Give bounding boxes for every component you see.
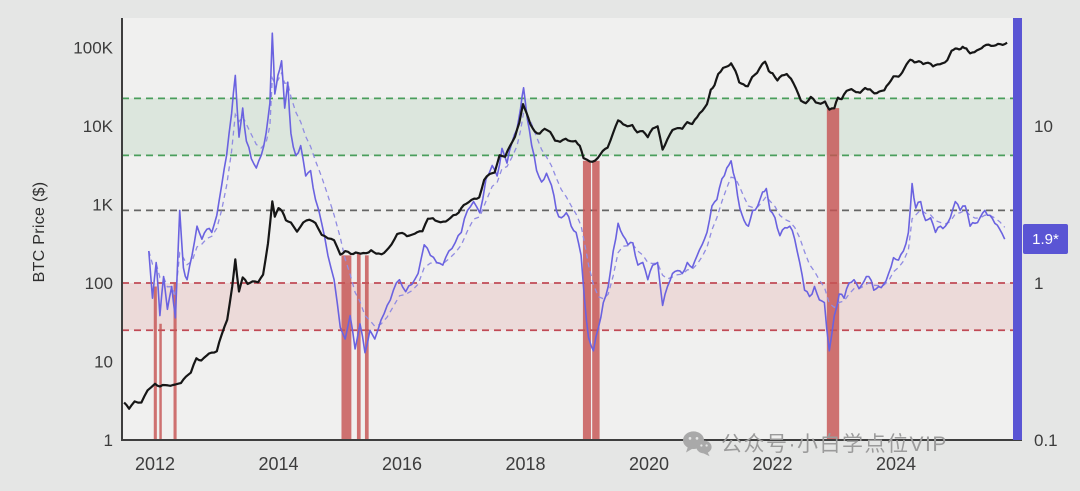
sell-zone-band <box>122 98 1013 156</box>
y-axis-title: BTC Price ($) <box>31 181 48 283</box>
left-axis-tick: 100 <box>85 274 113 293</box>
right-axis-tick: 10 <box>1034 117 1053 136</box>
x-axis-tick: 2024 <box>876 454 916 474</box>
left-axis-tick: 10K <box>83 117 114 136</box>
current-value-badge: 1.9* <box>1023 224 1068 255</box>
buy-zone-band <box>122 283 1013 331</box>
left-axis-tick: 100K <box>73 39 113 58</box>
indicator-line <box>148 32 1006 354</box>
x-axis-tick: 2018 <box>505 454 545 474</box>
signal-bar <box>341 255 352 440</box>
wechat-icon <box>683 430 712 456</box>
watermark-text: 公众号·小白学点位VIP <box>721 433 948 456</box>
signal-bar <box>592 160 600 440</box>
signal-bar <box>582 160 591 440</box>
right-axis-tick: 0.1 <box>1034 431 1058 450</box>
watermark: 公众号·小白学点位VIP <box>682 428 948 458</box>
signal-bar <box>826 108 840 440</box>
left-axis-tick: 10 <box>94 353 113 372</box>
x-axis-tick: 2022 <box>752 454 792 474</box>
series-group <box>123 32 1008 410</box>
x-axis-tick: 2020 <box>629 454 669 474</box>
signal-bar <box>356 253 361 440</box>
x-axis-tick: 2014 <box>258 454 298 474</box>
left-axis-tick: 1 <box>104 431 113 450</box>
signal-bar <box>173 283 177 440</box>
left-axis-tick: 1K <box>92 196 113 215</box>
right-axis-strip <box>1013 18 1022 440</box>
x-axis-tick: 2012 <box>135 454 175 474</box>
signal-bar <box>153 286 157 440</box>
right-axis-tick: 1 <box>1034 274 1043 293</box>
x-axis-tick: 2016 <box>382 454 422 474</box>
btc-price-line <box>123 41 1008 410</box>
signal-bar <box>159 323 162 440</box>
